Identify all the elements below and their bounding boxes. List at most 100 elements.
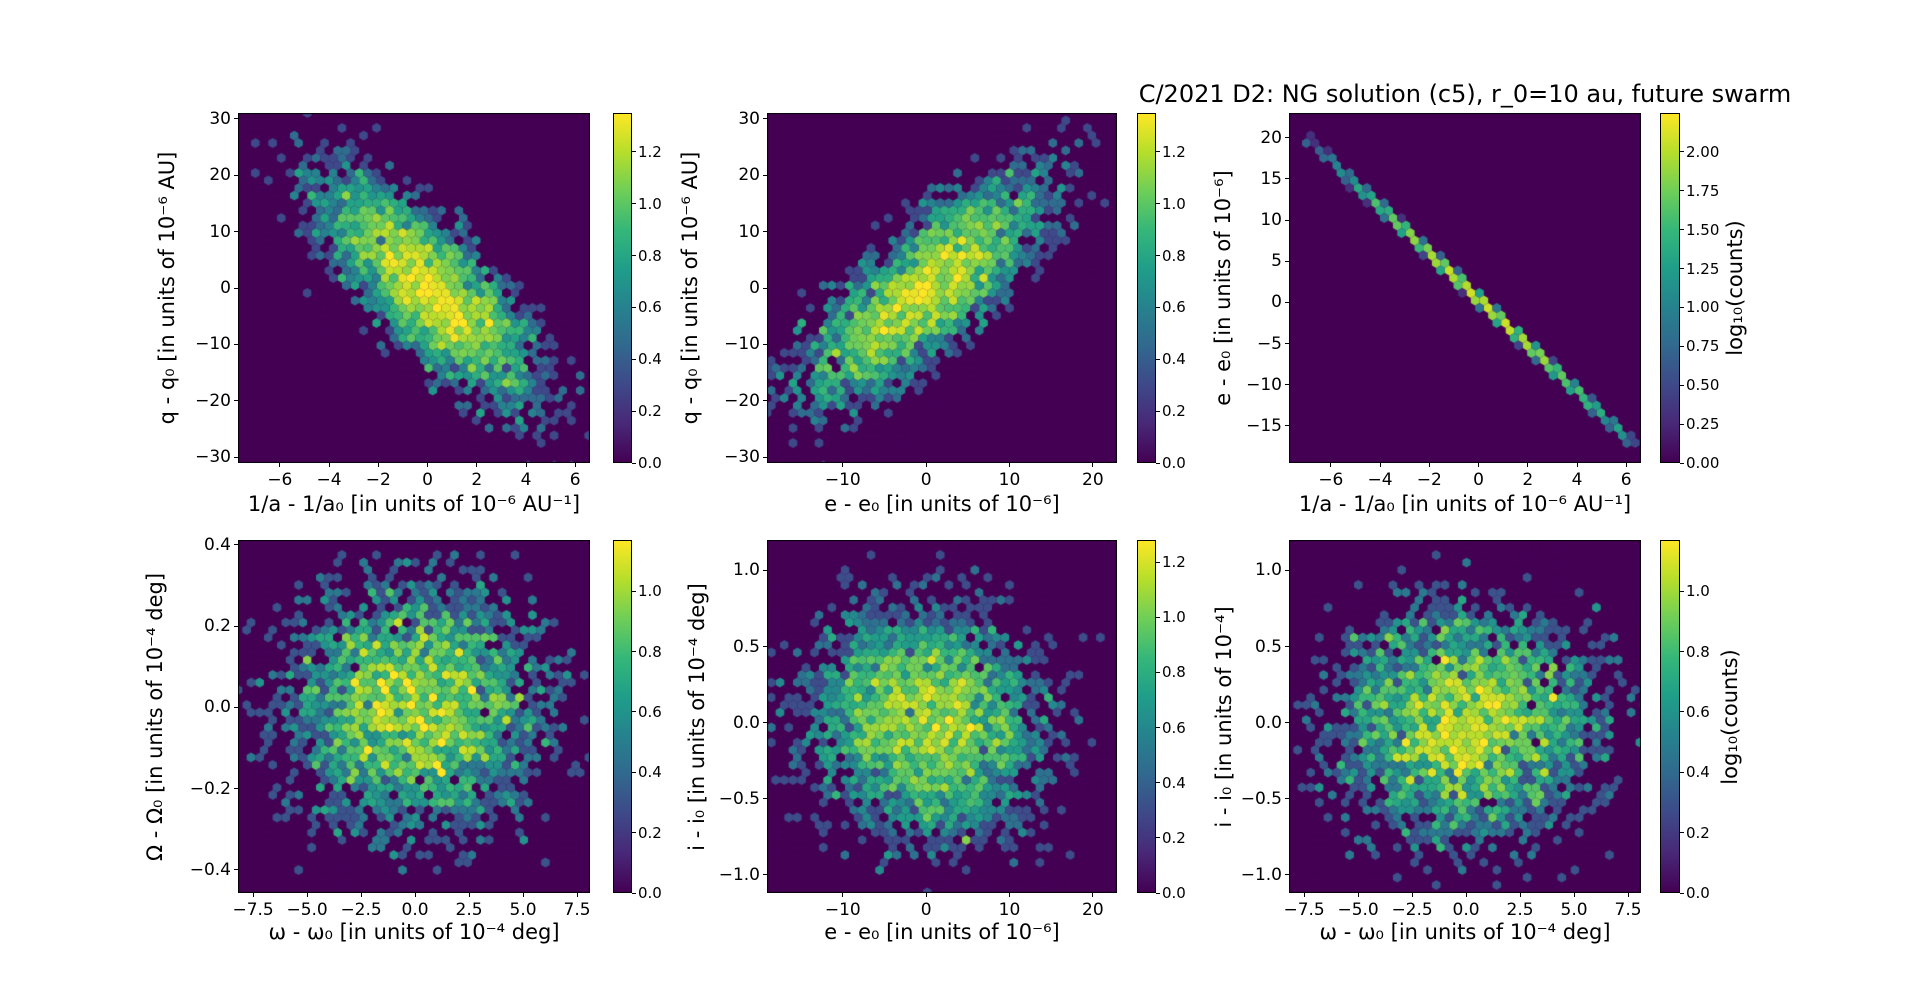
- x-tick-label: −2.5: [340, 900, 382, 920]
- colorbar-tick-label: 1.2: [1162, 142, 1186, 161]
- colorbar-tick-mark: [1156, 616, 1160, 618]
- x-tick-mark: [1009, 893, 1010, 897]
- colorbar-tick-mark: [1156, 671, 1160, 673]
- colorbar-tick-label: 0.6: [638, 702, 662, 721]
- x-tick-mark: [842, 893, 844, 897]
- x-tick-mark: [1330, 463, 1332, 467]
- y-tick-label: 20: [1260, 127, 1282, 148]
- colorbar-tick-label: 0.2: [1162, 402, 1186, 421]
- x-tick-mark: [574, 463, 576, 467]
- colorbar-tick-mark: [1680, 832, 1684, 834]
- x-tick-label: 4: [1571, 470, 1583, 490]
- colorbar-tick-mark: [632, 651, 636, 653]
- x-tick-label: −4: [316, 470, 342, 490]
- y-tick-label: 0: [220, 278, 231, 298]
- colorbar-tick-label: 0.25: [1686, 415, 1720, 434]
- x-tick-mark: [525, 463, 527, 467]
- x-tick-label: 5.0: [509, 900, 537, 920]
- x-tick-mark: [1527, 463, 1529, 467]
- x-tick-label: −2: [365, 470, 391, 490]
- colorbar-tick-mark: [1680, 306, 1684, 308]
- x-tick-label: 7.5: [1614, 900, 1642, 920]
- hexbin-canvas-5: [1289, 540, 1641, 893]
- y-tick-mark: [234, 287, 238, 289]
- y-tick-mark: [763, 174, 767, 176]
- colorbar: [1137, 540, 1156, 893]
- x-tick-mark: [1092, 893, 1094, 897]
- y-tick-label: 5: [1271, 251, 1282, 272]
- x-tick-label: 20: [1082, 900, 1104, 920]
- x-tick-mark: [576, 893, 578, 897]
- x-tick-mark: [1625, 463, 1627, 467]
- colorbar-tick-mark: [1156, 782, 1160, 784]
- x-tick-mark: [1576, 463, 1578, 467]
- x-tick-label: 0.0: [401, 900, 429, 920]
- x-tick-mark: [925, 463, 927, 467]
- x-tick-label: 6: [569, 470, 581, 490]
- colorbar-tick-mark: [1156, 410, 1160, 412]
- colorbar-tick-label: 1.0: [1162, 194, 1186, 213]
- hexbin-canvas-3: [238, 540, 590, 893]
- colorbar-tick-mark: [1156, 462, 1160, 464]
- x-tick-label: 2: [1522, 470, 1534, 490]
- y-tick-mark: [234, 118, 238, 120]
- y-tick-mark: [1285, 260, 1289, 262]
- colorbar-tick-label: 1.2: [638, 142, 662, 161]
- x-tick-label: 20: [1082, 470, 1104, 490]
- x-tick-mark: [1573, 893, 1575, 897]
- y-axis-label: i - i₀ [in units of 10⁻⁴ deg]: [685, 582, 709, 851]
- colorbar-tick-label: 0.6: [1162, 298, 1186, 317]
- colorbar: [613, 540, 632, 893]
- y-axis-label: i - i₀ [in units of 10⁻⁴]: [1212, 605, 1236, 828]
- y-tick-label: 1.0: [1254, 560, 1282, 581]
- x-tick-label: −10: [824, 470, 861, 490]
- y-tick-mark: [1285, 569, 1289, 571]
- colorbar-tick-label: 0.0: [1162, 884, 1186, 902]
- x-tick-label: 4: [520, 470, 532, 490]
- colorbar-tick-label: 0.0: [638, 884, 662, 902]
- colorbar-tick-mark: [632, 151, 636, 153]
- x-tick-mark: [427, 463, 429, 467]
- y-tick-label: 30: [209, 108, 231, 129]
- colorbar: [1660, 540, 1680, 893]
- colorbar-tick-mark: [1680, 771, 1684, 773]
- colorbar-tick-mark: [632, 358, 636, 360]
- colorbar-tick-mark: [632, 590, 636, 592]
- colorbar-tick-label: 1.00: [1686, 298, 1720, 317]
- x-tick-label: 7.5: [563, 900, 591, 920]
- y-tick-label: −10: [724, 334, 760, 355]
- x-tick-mark: [1465, 893, 1467, 897]
- y-tick-label: −10: [1246, 374, 1282, 395]
- y-tick-label: 10: [738, 221, 760, 242]
- y-tick-label: −0.4: [189, 859, 231, 880]
- y-tick-label: 20: [209, 165, 231, 186]
- y-tick-mark: [234, 174, 238, 176]
- colorbar-tick-mark: [1680, 651, 1684, 653]
- x-tick-label: −2: [1416, 470, 1442, 490]
- y-tick-mark: [1285, 343, 1289, 345]
- colorbar-tick-mark: [1156, 306, 1160, 308]
- colorbar-tick-mark: [1680, 462, 1684, 464]
- colorbar-tick-mark: [1680, 711, 1684, 713]
- x-tick-label: 0.0: [1452, 900, 1480, 920]
- colorbar-tick-label: 0.8: [638, 642, 662, 661]
- colorbar-tick-label: 0.2: [638, 402, 662, 421]
- y-tick-label: 10: [209, 221, 231, 242]
- x-tick-label: 5.0: [1560, 900, 1588, 920]
- colorbar-tick-label: 0.4: [1686, 763, 1710, 782]
- x-tick-label: −7.5: [232, 900, 274, 920]
- y-tick-mark: [234, 625, 238, 627]
- x-tick-mark: [1411, 893, 1413, 897]
- colorbar-tick-label: 1.0: [638, 582, 662, 601]
- colorbar-tick-label: 0.50: [1686, 376, 1720, 395]
- x-tick-label: 0: [920, 470, 932, 490]
- y-tick-label: −15: [1246, 415, 1282, 436]
- colorbar-tick-mark: [632, 255, 636, 257]
- x-tick-mark: [842, 463, 844, 467]
- colorbar-tick-mark: [1680, 892, 1684, 894]
- x-tick-label: −5.0: [1337, 900, 1379, 920]
- x-tick-mark: [252, 893, 254, 897]
- y-tick-label: 0.5: [1254, 636, 1282, 657]
- x-tick-label: 0: [422, 470, 433, 490]
